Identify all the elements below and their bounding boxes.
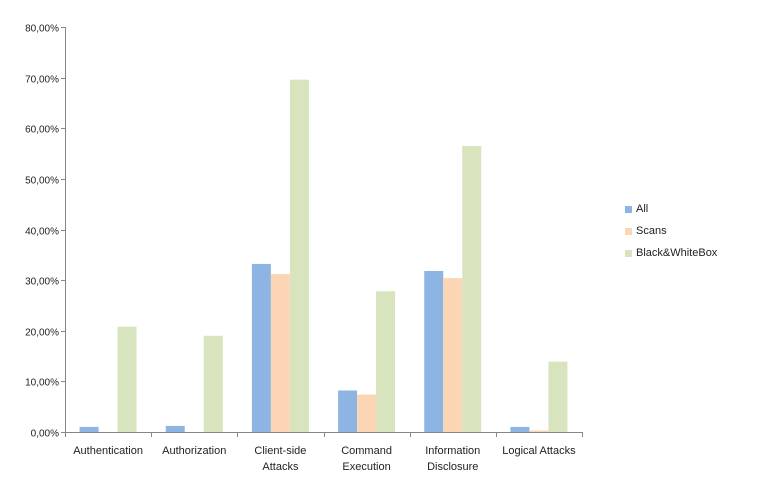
y-tick-label: 20,00% (25, 328, 59, 339)
bar-black-whitebox (203, 335, 223, 432)
x-tick-label: Execution (342, 461, 390, 473)
bar-scans (270, 274, 290, 432)
legend-item: Scans (625, 220, 717, 242)
bar-black-whitebox (462, 145, 482, 432)
x-tick-label: Client-side (254, 445, 306, 457)
bar-black-whitebox (289, 79, 309, 433)
x-tick-label: Authentication (73, 445, 143, 457)
bar-all (338, 390, 358, 432)
legend-swatch (625, 249, 632, 257)
x-tick-label: Command (341, 445, 392, 457)
legend-label: All (636, 203, 649, 215)
bar-scans (357, 394, 377, 432)
x-tick-label: Logical Attacks (502, 445, 576, 457)
legend-item: All (625, 198, 717, 220)
legend-swatch (625, 227, 632, 235)
y-tick-label: 80,00% (25, 24, 59, 35)
y-tick-label: 70,00% (25, 75, 59, 86)
legend-label: Black&WhiteBox (636, 247, 718, 259)
legend-label: Scans (636, 225, 667, 237)
bar-black-whitebox (117, 326, 137, 432)
bar-all (165, 425, 185, 432)
bar-all (251, 263, 271, 432)
bar-scans (443, 278, 463, 432)
bar-all (510, 426, 530, 432)
bar-black-whitebox (548, 361, 568, 432)
y-tick-label: 10,00% (25, 378, 59, 389)
y-tick-label: 50,00% (25, 176, 59, 187)
x-tick-label: Authorization (162, 445, 226, 457)
y-tick-label: 30,00% (25, 277, 59, 288)
x-tick-label: Disclosure (427, 461, 478, 473)
y-tick-label: 40,00% (25, 227, 59, 238)
legend: All Scans Black&WhiteBox (625, 198, 717, 264)
bar-all (79, 426, 99, 432)
bar-all (424, 271, 444, 432)
bar-scans (529, 430, 549, 432)
x-tick-label: Attacks (262, 461, 299, 473)
y-tick-label: 0,00% (31, 429, 59, 440)
y-tick-label: 60,00% (25, 125, 59, 136)
legend-item: Black&WhiteBox (625, 242, 717, 264)
x-tick-label: Information (425, 445, 480, 457)
bar-black-whitebox (376, 291, 396, 432)
legend-swatch (625, 205, 632, 213)
